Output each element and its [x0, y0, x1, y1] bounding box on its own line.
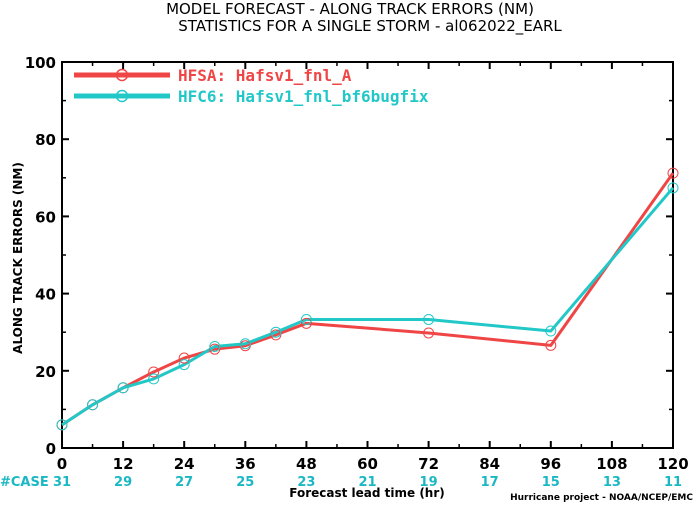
- x-tick-label: 96: [540, 455, 561, 473]
- x-tick-label: 108: [596, 455, 627, 473]
- case-count: 15: [542, 475, 560, 490]
- series-layer: [56, 167, 679, 431]
- y-tick-label: 0: [46, 440, 56, 458]
- case-count: 21: [358, 475, 376, 490]
- case-count: 13: [603, 475, 621, 490]
- y-axis-label: ALONG TRACK ERRORS (NM): [11, 162, 25, 354]
- series-1-point: [423, 327, 435, 339]
- credit-text: Hurricane project - NOAA/NCEP/EMC: [510, 493, 693, 503]
- y-axis: 0 20 40 60 80 100: [25, 54, 673, 458]
- x-tick-label: 60: [357, 455, 378, 473]
- series-1-point: [209, 343, 221, 355]
- case-count: 17: [481, 475, 499, 490]
- series-2-point: [300, 313, 312, 325]
- series-2-point: [148, 373, 160, 385]
- series-2-point: [239, 338, 251, 350]
- series-2-point: [178, 359, 190, 371]
- legend-marker-2: [115, 89, 129, 103]
- y-tick-label: 100: [25, 54, 56, 72]
- series-2-point: [209, 340, 221, 352]
- series-1-point: [148, 366, 160, 378]
- series-2-point: [423, 313, 435, 325]
- case-counts: #CASE 31 29 27 25 23 21 19 17 15 13 11: [0, 475, 682, 490]
- series-2-point: [117, 382, 129, 394]
- series-1-point: [545, 339, 557, 351]
- chart-subtitle: STATISTICS FOR A SINGLE STORM - al062022…: [178, 17, 562, 36]
- x-tick-label: 48: [296, 455, 317, 473]
- case-count: 29: [114, 475, 132, 490]
- series-2-point: [545, 325, 557, 337]
- plot-frame: [61, 61, 674, 449]
- y-tick-label: 20: [35, 363, 56, 381]
- legend-label-1: HFSA: Hafsv1_fnl_A: [178, 66, 352, 85]
- legend: HFSA: Hafsv1_fnl_A HFC6: Hafsv1_fnl_bf6bu…: [74, 66, 429, 106]
- series-1-point: [667, 167, 679, 179]
- x-tick-label: 24: [174, 455, 195, 473]
- legend-marker-1: [115, 68, 129, 82]
- case-count: 31: [53, 475, 71, 490]
- case-count: 27: [175, 475, 193, 490]
- x-tick-label: 72: [418, 455, 439, 473]
- series-2-point: [270, 326, 282, 338]
- series-2-point: [56, 419, 68, 431]
- x-axis: 0 12 24 36 48 60 72 84 96 108 120: [57, 62, 689, 473]
- legend-label-2: HFC6: Hafsv1_fnl_bf6bugfix: [178, 87, 429, 106]
- series-line-2: [61, 186, 675, 427]
- series-line-1: [61, 172, 675, 427]
- y-tick-label: 60: [35, 208, 56, 226]
- series-1-point: [178, 352, 190, 364]
- case-count: 11: [664, 475, 682, 490]
- case-count: 19: [420, 475, 438, 490]
- series-1-point: [270, 329, 282, 341]
- x-tick-label: 84: [479, 455, 500, 473]
- case-count: 25: [236, 475, 254, 490]
- chart-title: MODEL FORECAST - ALONG TRACK ERRORS (NM): [166, 0, 534, 18]
- case-label: #CASE: [0, 475, 49, 490]
- series-2-point: [667, 182, 679, 194]
- case-count: 23: [297, 475, 315, 490]
- y-tick-label: 40: [35, 286, 56, 304]
- y-tick-label: 80: [35, 131, 56, 149]
- series-2-point: [87, 399, 99, 411]
- x-tick-label: 36: [235, 455, 256, 473]
- x-tick-label: 120: [657, 455, 688, 473]
- x-tick-label: 0: [57, 455, 67, 473]
- x-tick-label: 12: [113, 455, 134, 473]
- series-1-point: [300, 317, 312, 329]
- x-axis-label: Forecast lead time (hr): [289, 486, 445, 500]
